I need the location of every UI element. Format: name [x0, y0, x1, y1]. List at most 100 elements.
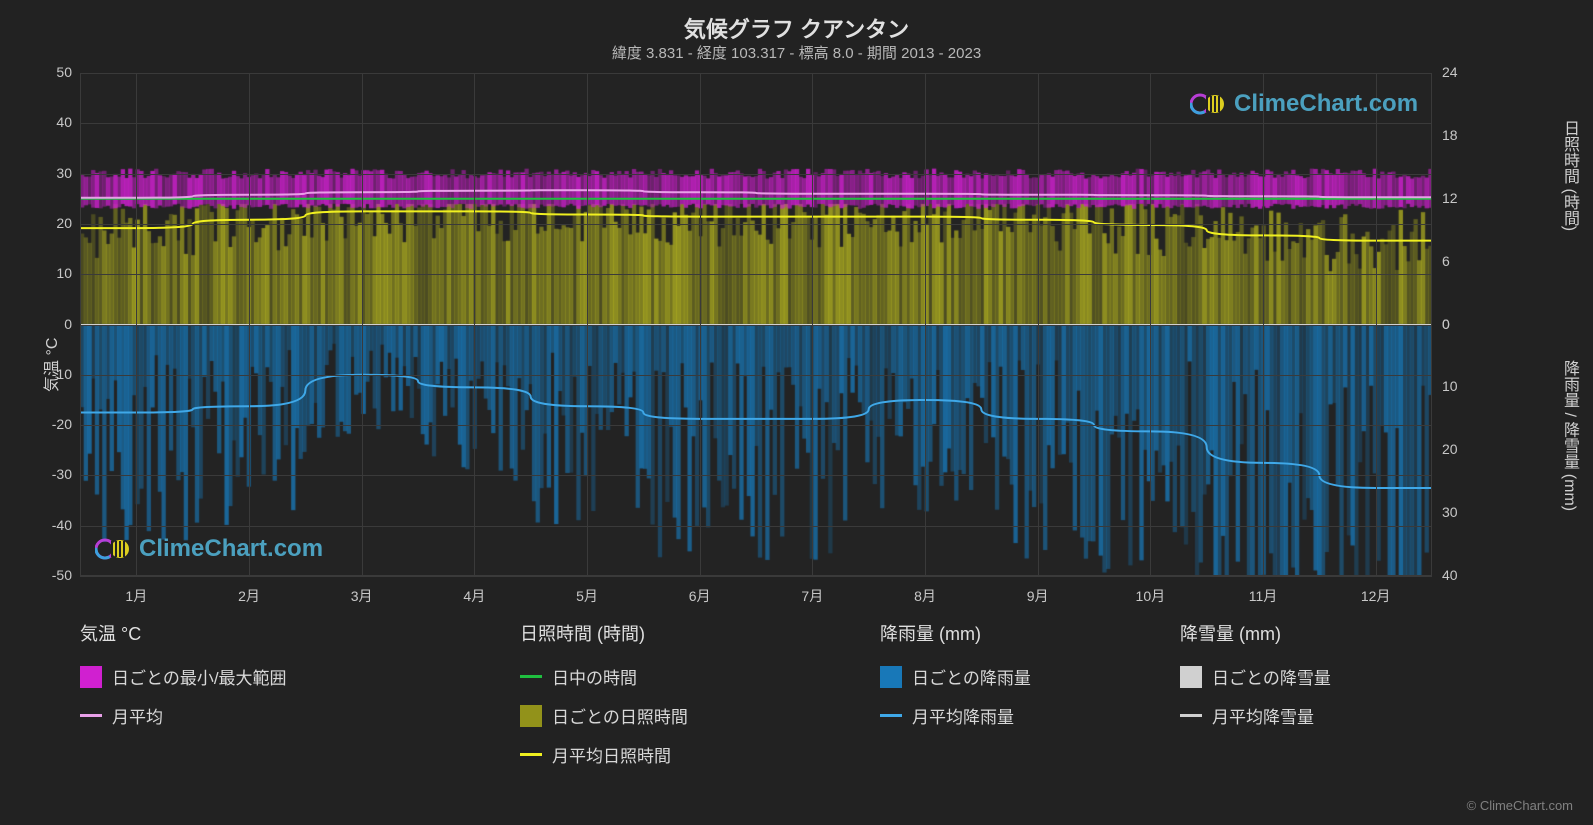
x-tick-month: 3月: [337, 586, 387, 606]
y-tick-right-top: 24: [1442, 64, 1458, 80]
grid-line-h: [80, 475, 1432, 476]
watermark-text: ClimeChart.com: [1234, 90, 1418, 118]
grid-line-v: [587, 73, 588, 576]
y-tick-right-bottom: 10: [1442, 378, 1458, 394]
legend-column-title: 気温 °C: [80, 620, 287, 646]
watermark: ClimeChart.com: [95, 535, 323, 563]
x-tick-month: 8月: [900, 586, 950, 606]
grid-line-h: [80, 526, 1432, 527]
y-tick-right-top: 6: [1442, 253, 1450, 269]
plot-area: [80, 73, 1432, 576]
grid-line-v: [249, 73, 250, 576]
x-tick-month: 2月: [224, 586, 274, 606]
x-tick-month: 9月: [1013, 586, 1063, 606]
x-tick-month: 5月: [562, 586, 612, 606]
grid-line-h: [80, 375, 1432, 376]
y-tick-left: 10: [30, 265, 72, 281]
y-tick-right-bottom: 30: [1442, 504, 1458, 520]
legend-label: 日中の時間: [552, 664, 637, 689]
legend-swatch: [520, 753, 542, 756]
x-tick-month: 4月: [449, 586, 499, 606]
legend-item: 月平均降雨量: [880, 703, 1031, 728]
legend-column: 気温 °C 日ごとの最小/最大範囲月平均: [80, 620, 287, 728]
grid-line-v: [925, 73, 926, 576]
legend-swatch: [520, 705, 542, 727]
legend-column: 降雪量 (mm) 日ごとの降雪量月平均降雪量: [1180, 620, 1331, 728]
y-tick-right-bottom: 0: [1442, 316, 1450, 332]
y-tick-left: -50: [30, 567, 72, 583]
x-tick-month: 10月: [1125, 586, 1175, 606]
legend-item: 日ごとの降雪量: [1180, 664, 1331, 689]
legend-swatch: [880, 666, 902, 688]
grid-line-v: [1376, 73, 1377, 576]
legend-label: 月平均日照時間: [552, 742, 671, 767]
y-tick-left: -10: [30, 366, 72, 382]
legend-swatch: [1180, 714, 1202, 717]
legend-column: 日照時間 (時間) 日中の時間日ごとの日照時間月平均日照時間: [520, 620, 688, 767]
x-tick-month: 1月: [111, 586, 161, 606]
grid-line-v: [812, 73, 813, 576]
grid-line-v: [1150, 73, 1151, 576]
grid-line-v: [1038, 73, 1039, 576]
climechart-logo-icon: [1190, 90, 1226, 118]
legend-label: 月平均降雪量: [1212, 703, 1314, 728]
x-tick-month: 11月: [1238, 586, 1288, 606]
legend-label: 日ごとの日照時間: [552, 703, 688, 728]
legend-swatch: [520, 675, 542, 678]
grid-line-v: [1263, 73, 1264, 576]
y-tick-right-bottom: 40: [1442, 567, 1458, 583]
y-tick-left: 30: [30, 165, 72, 181]
legend-column: 降雨量 (mm) 日ごとの降雨量月平均降雨量: [880, 620, 1031, 728]
grid-line-h: [80, 224, 1432, 225]
grid-line-h: [80, 425, 1432, 426]
legend-label: 日ごとの降雨量: [912, 664, 1031, 689]
legend-label: 月平均降雨量: [912, 703, 1014, 728]
legend-item: 月平均降雪量: [1180, 703, 1331, 728]
legend-label: 月平均: [112, 703, 163, 728]
watermark: ClimeChart.com: [1190, 90, 1418, 118]
y-tick-right-top: 12: [1442, 190, 1458, 206]
legend-label: 日ごとの降雪量: [1212, 664, 1331, 689]
legend-item: 日ごとの最小/最大範囲: [80, 664, 287, 689]
legend-column-title: 降雨量 (mm): [880, 620, 1031, 646]
watermark-text: ClimeChart.com: [139, 535, 323, 563]
y-tick-left: 40: [30, 114, 72, 130]
chart-title: 気候グラフ クアンタン: [0, 12, 1593, 44]
legend-swatch: [80, 714, 102, 717]
x-tick-month: 7月: [787, 586, 837, 606]
grid-line-v: [136, 73, 137, 576]
climate-chart: 気候グラフ クアンタン 緯度 3.831 - 経度 103.317 - 標高 8…: [0, 0, 1593, 825]
grid-line-v: [362, 73, 363, 576]
legend-item: 月平均日照時間: [520, 742, 688, 767]
y-tick-right-top: 18: [1442, 127, 1458, 143]
y-tick-left: -30: [30, 466, 72, 482]
climechart-logo-icon: [95, 535, 131, 563]
y-tick-right-bottom: 20: [1442, 441, 1458, 457]
y-tick-left: -40: [30, 517, 72, 533]
legend-item: 日ごとの日照時間: [520, 703, 688, 728]
y-axis-right-top-label: 日照時間 (時間): [1557, 120, 1581, 231]
legend-swatch: [880, 714, 902, 717]
grid-line-h: [80, 123, 1432, 124]
legend-swatch: [1180, 666, 1202, 688]
grid-line-v: [474, 73, 475, 576]
grid-line-h: [80, 174, 1432, 175]
legend-column-title: 日照時間 (時間): [520, 620, 688, 646]
grid-line-h: [80, 576, 1432, 577]
legend-item: 日中の時間: [520, 664, 688, 689]
chart-subtitle: 緯度 3.831 - 経度 103.317 - 標高 8.0 - 期間 2013…: [0, 42, 1593, 63]
grid-line-v: [700, 73, 701, 576]
legend-swatch: [80, 666, 102, 688]
legend-item: 月平均: [80, 703, 287, 728]
x-tick-month: 12月: [1351, 586, 1401, 606]
grid-line-h: [80, 274, 1432, 275]
legend-label: 日ごとの最小/最大範囲: [112, 664, 287, 689]
legend-column-title: 降雪量 (mm): [1180, 620, 1331, 646]
grid-line-h: [80, 325, 1432, 326]
y-tick-left: 20: [30, 215, 72, 231]
footer-credit: © ClimeChart.com: [1467, 798, 1573, 813]
x-tick-month: 6月: [675, 586, 725, 606]
y-tick-left: 0: [30, 316, 72, 332]
y-axis-right-bottom-label: 降雨量 / 降雪量 (mm): [1557, 360, 1581, 511]
y-tick-left: 50: [30, 64, 72, 80]
